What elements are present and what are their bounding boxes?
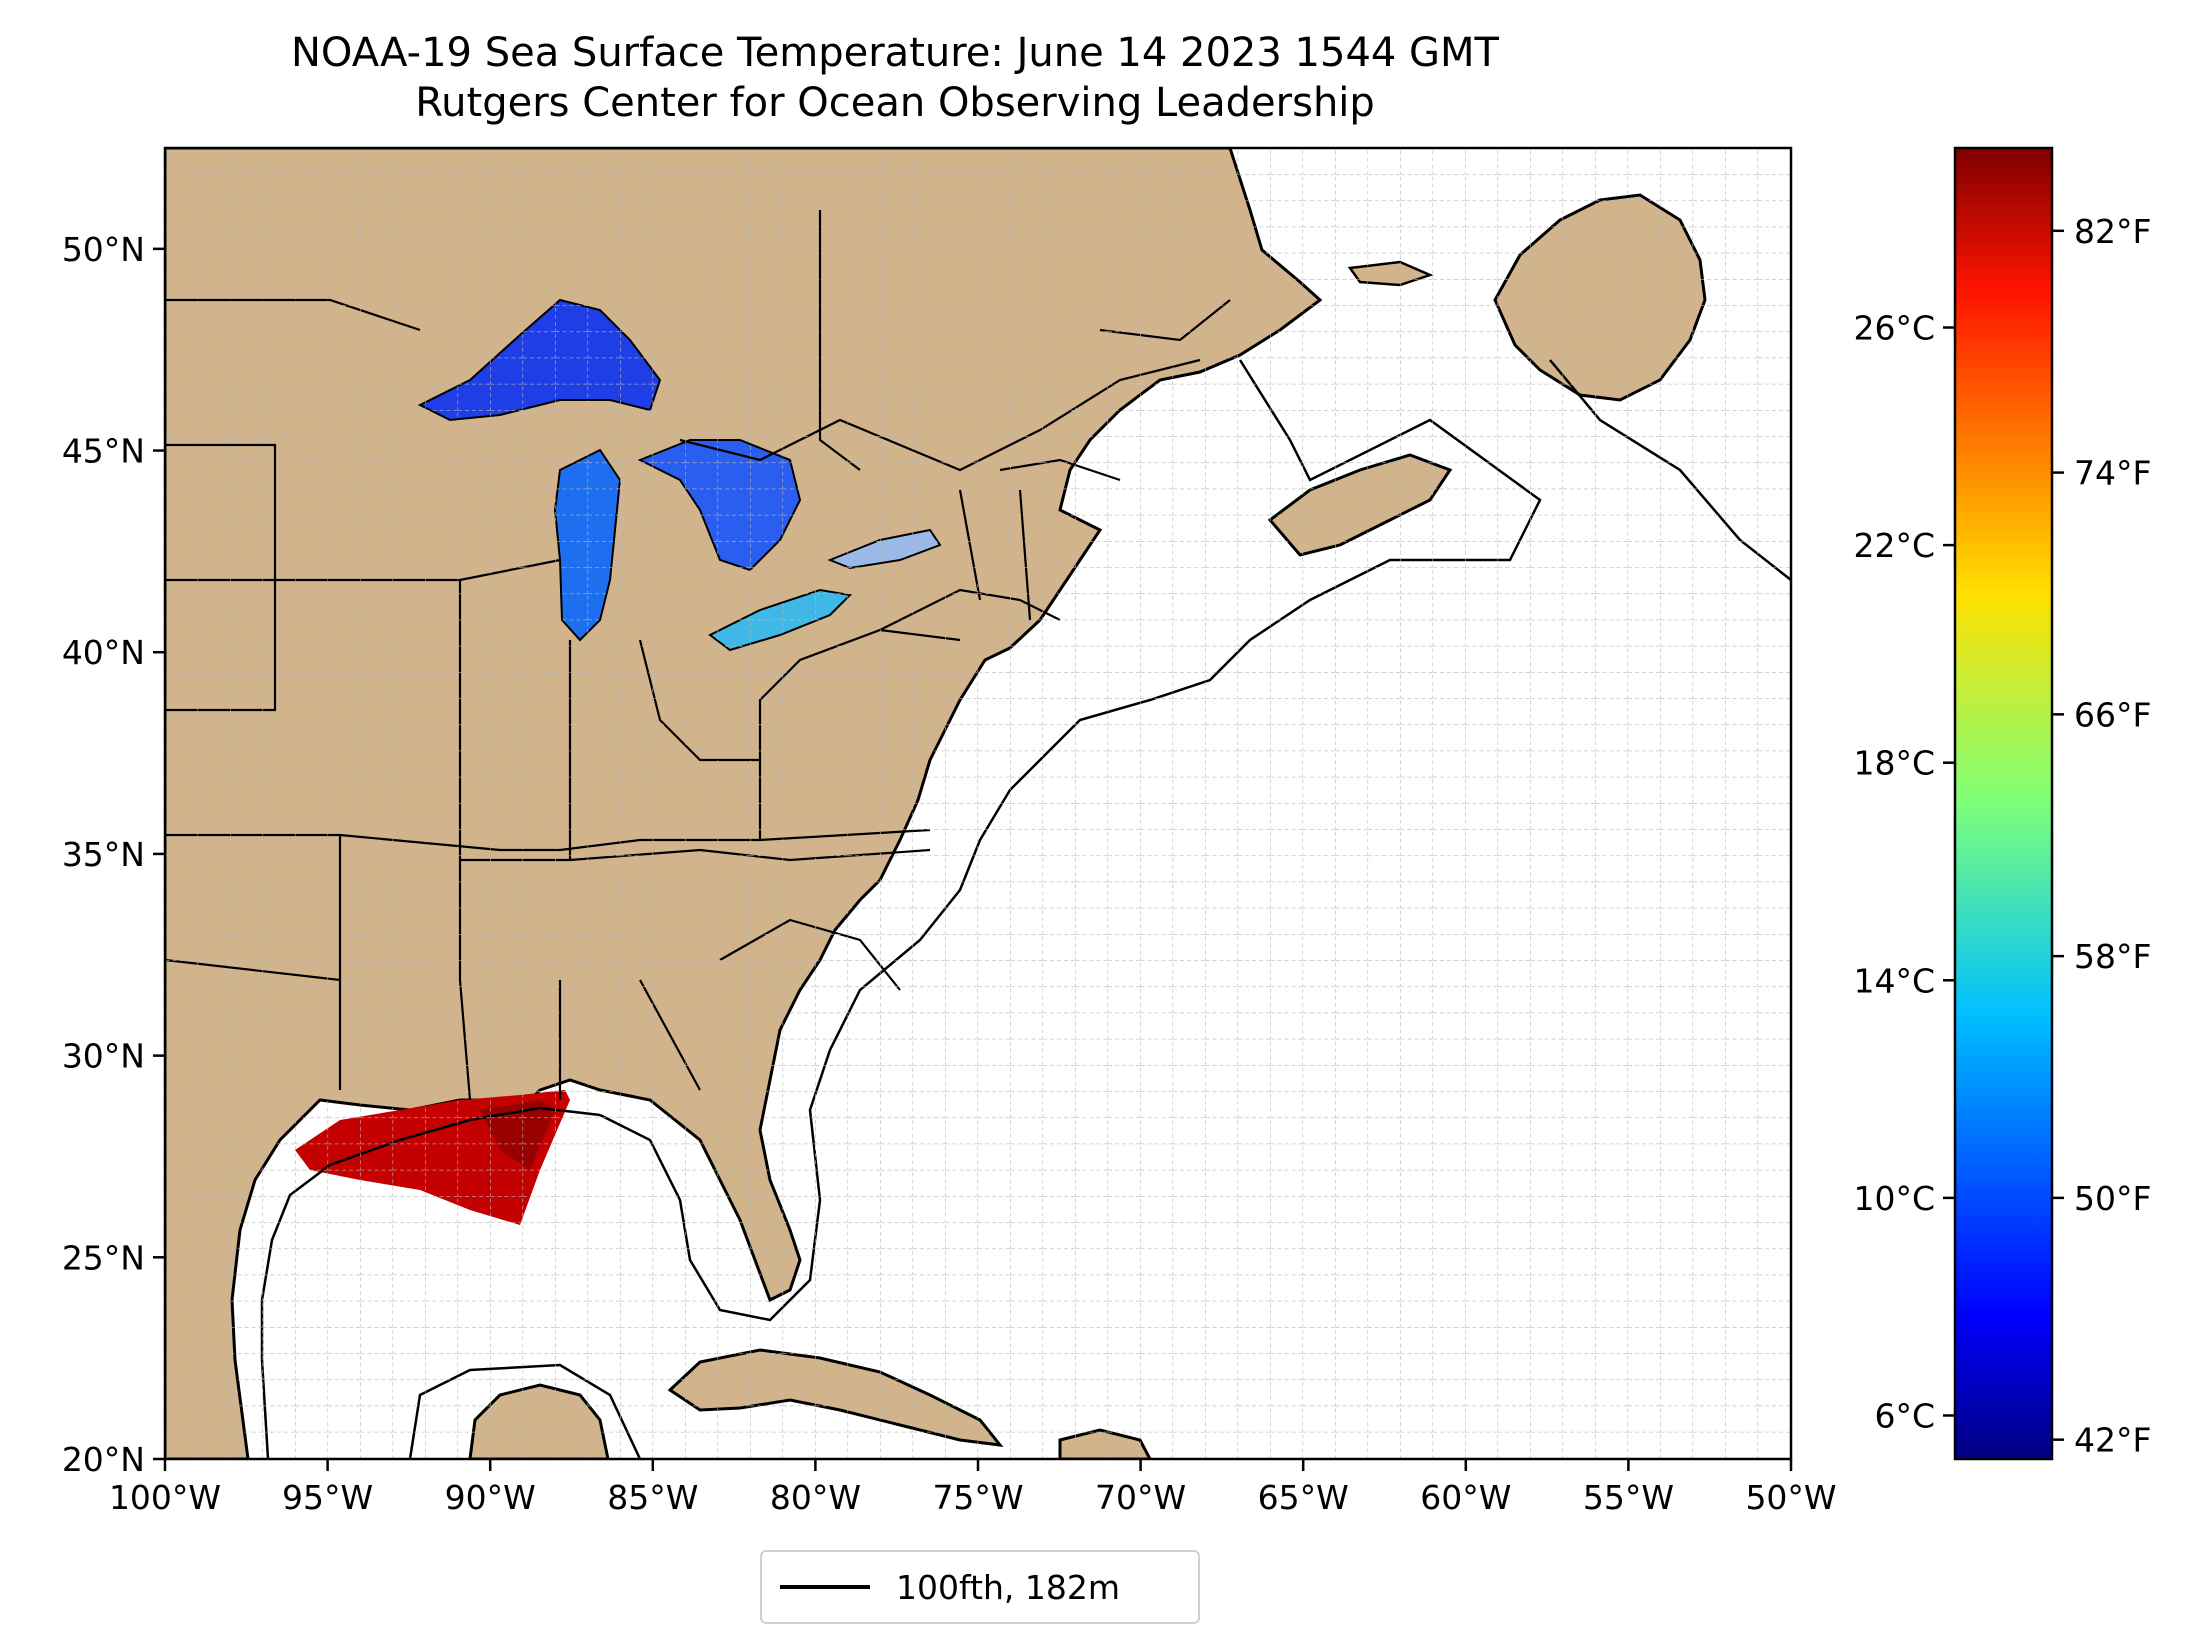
lon-tick-label: 50°W bbox=[1745, 1478, 1836, 1517]
celsius-tick-label: 22°C bbox=[1853, 526, 1935, 565]
lon-tick-label: 85°W bbox=[607, 1478, 698, 1517]
celsius-tick-label: 10°C bbox=[1853, 1179, 1935, 1218]
lat-tick-label: 35°N bbox=[62, 835, 145, 874]
map-legend: 100fth, 182m bbox=[760, 1550, 1200, 1624]
colorbar-fahrenheit-axis: 82°F 74°F 66°F 58°F 50°F 42°F bbox=[2052, 212, 2151, 1460]
lon-tick-label: 90°W bbox=[445, 1478, 536, 1517]
lat-tick-label: 40°N bbox=[62, 633, 145, 672]
fahrenheit-tick-label: 82°F bbox=[2074, 212, 2151, 251]
lon-tick-label: 65°W bbox=[1258, 1478, 1349, 1517]
lon-tick-label: 95°W bbox=[282, 1478, 373, 1517]
fahrenheit-tick-label: 66°F bbox=[2074, 695, 2151, 734]
celsius-tick-label: 6°C bbox=[1874, 1396, 1935, 1435]
lon-tick-label: 80°W bbox=[770, 1478, 861, 1517]
fahrenheit-tick-label: 58°F bbox=[2074, 937, 2151, 976]
celsius-tick-label: 14°C bbox=[1853, 961, 1935, 1000]
colorbar-celsius-axis: 26°C 22°C 18°C 14°C 10°C 6°C bbox=[1853, 309, 1955, 1435]
fahrenheit-tick-label: 50°F bbox=[2074, 1179, 2151, 1218]
map-subtitle: Rutgers Center for Ocean Observing Leade… bbox=[415, 80, 1375, 126]
lon-tick-label: 55°W bbox=[1583, 1478, 1674, 1517]
legend-isobath-line bbox=[780, 1585, 870, 1589]
map-gridlines bbox=[165, 148, 1791, 1459]
lat-tick-label: 45°N bbox=[62, 432, 145, 471]
colorbar bbox=[1953, 146, 2054, 1461]
map-title: NOAA-19 Sea Surface Temperature: June 14… bbox=[290, 30, 1499, 76]
latitude-axis: 50°N 45°N 40°N 35°N 30°N 25°N 20°N bbox=[62, 230, 165, 1479]
celsius-tick-label: 26°C bbox=[1853, 309, 1935, 348]
lon-tick-label: 75°W bbox=[932, 1478, 1023, 1517]
lon-tick-label: 70°W bbox=[1095, 1478, 1186, 1517]
lat-tick-label: 25°N bbox=[62, 1238, 145, 1277]
lat-tick-label: 30°N bbox=[62, 1037, 145, 1076]
fahrenheit-tick-label: 74°F bbox=[2074, 454, 2151, 493]
lat-tick-label: 20°N bbox=[62, 1440, 145, 1479]
longitude-axis: 100°W 95°W 90°W 85°W 80°W 75°W 70°W 65°W 60°W 55°… bbox=[109, 1459, 1837, 1517]
legend-isobath-label: 100fth, 182m bbox=[896, 1567, 1120, 1607]
lat-tick-label: 50°N bbox=[62, 230, 145, 269]
lon-tick-label: 60°W bbox=[1420, 1478, 1511, 1517]
celsius-tick-label: 18°C bbox=[1853, 744, 1935, 783]
map-content bbox=[165, 148, 1791, 1459]
fahrenheit-tick-label: 42°F bbox=[2074, 1421, 2151, 1460]
lon-tick-label: 100°W bbox=[109, 1478, 221, 1517]
